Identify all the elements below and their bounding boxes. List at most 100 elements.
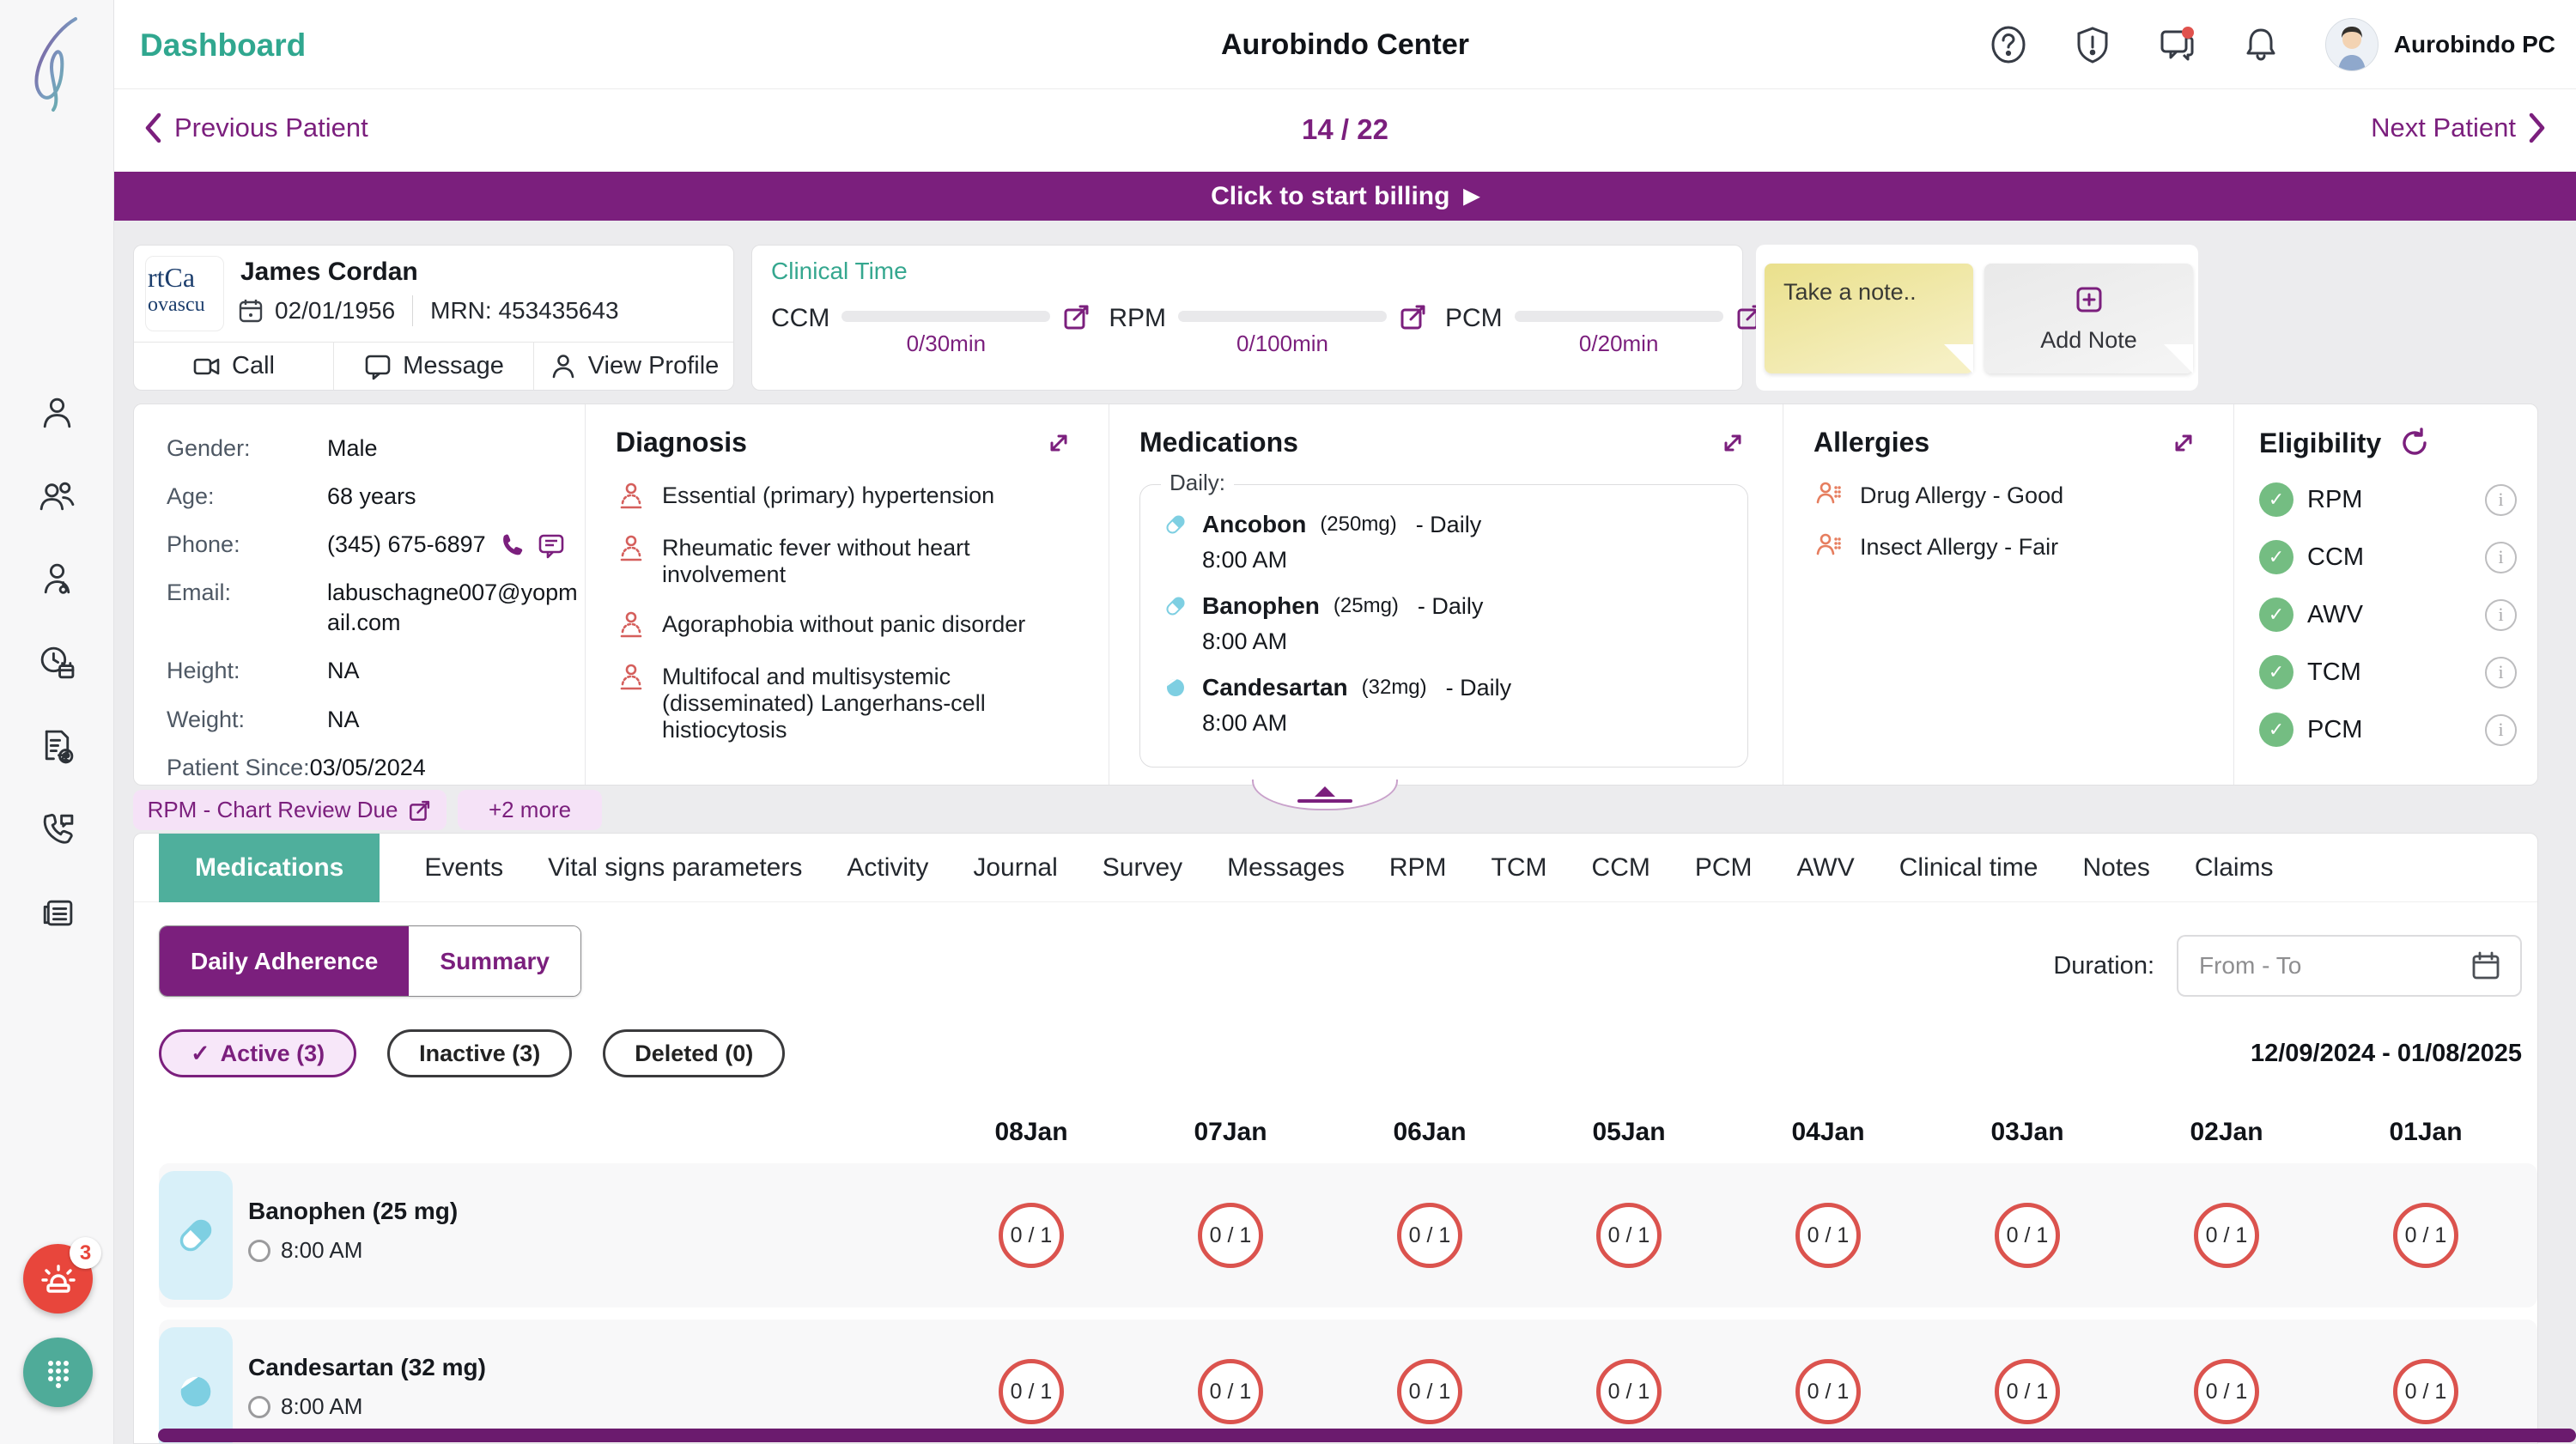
dose-radio[interactable] bbox=[248, 1239, 270, 1262]
next-patient-button[interactable]: Next Patient bbox=[2371, 112, 2547, 143]
tab-medications[interactable]: Medications bbox=[159, 834, 380, 902]
allergy-item: Insect Allergy - Fair bbox=[1814, 532, 2199, 561]
patients-group-icon[interactable] bbox=[37, 476, 77, 517]
time-calendar-icon[interactable] bbox=[37, 643, 77, 683]
take-note-sticky[interactable]: Take a note.. bbox=[1765, 264, 1973, 373]
fax-icon[interactable] bbox=[37, 893, 77, 933]
collapse-summary-button[interactable] bbox=[1252, 780, 1398, 810]
tab-events[interactable]: Events bbox=[424, 852, 504, 882]
calendar-icon[interactable] bbox=[2469, 949, 2503, 983]
daily-adherence-toggle[interactable]: Daily Adherence bbox=[160, 926, 410, 996]
notifications-bell-icon[interactable] bbox=[2241, 25, 2281, 64]
allergy-person-icon bbox=[1816, 482, 1841, 504]
ccm-open-icon[interactable] bbox=[1062, 302, 1091, 331]
adherence-count[interactable]: 0 / 1 bbox=[2194, 1359, 2259, 1424]
tab-vital-signs-parameters[interactable]: Vital signs parameters bbox=[548, 852, 803, 882]
page-title: Dashboard bbox=[140, 27, 307, 63]
patient-icon[interactable] bbox=[37, 393, 77, 434]
adherence-count[interactable]: 0 / 1 bbox=[1795, 1359, 1861, 1424]
adherence-count[interactable]: 0 / 1 bbox=[1198, 1203, 1263, 1268]
info-icon[interactable]: i bbox=[2485, 713, 2517, 746]
tab-activity[interactable]: Activity bbox=[847, 852, 929, 882]
medication-adherence-row: Candesartan (32 mg) 8:00 AM 0 / 1 0 / 1 … bbox=[159, 1320, 2537, 1443]
dose-radio[interactable] bbox=[248, 1395, 270, 1418]
horizontal-scrollbar[interactable] bbox=[158, 1429, 2576, 1442]
info-icon[interactable]: i bbox=[2485, 656, 2517, 689]
alert-shield-icon[interactable] bbox=[2073, 25, 2112, 64]
check-icon: ✓ bbox=[2259, 540, 2293, 574]
tab-pcm[interactable]: PCM bbox=[1694, 852, 1753, 882]
rpm-open-icon[interactable] bbox=[1399, 302, 1428, 331]
messages-icon[interactable] bbox=[2157, 25, 2196, 64]
adherence-count[interactable]: 0 / 1 bbox=[2393, 1359, 2458, 1424]
billing-invoice-icon[interactable] bbox=[37, 726, 77, 767]
info-icon[interactable]: i bbox=[2485, 541, 2517, 573]
tab-rpm[interactable]: RPM bbox=[1388, 852, 1447, 882]
help-icon[interactable] bbox=[1989, 25, 2028, 64]
add-note-button[interactable]: Add Note bbox=[1984, 264, 2193, 373]
medications-expand-icon[interactable] bbox=[1717, 428, 1748, 458]
call-button[interactable]: Call bbox=[134, 343, 333, 390]
adherence-count[interactable]: 0 / 1 bbox=[2393, 1203, 2458, 1268]
height-value: NA bbox=[327, 658, 360, 684]
start-billing-banner[interactable]: Click to start billing ▶ bbox=[114, 172, 2576, 221]
user-menu[interactable]: Aurobindo PC bbox=[2324, 18, 2555, 71]
rpm-chart-review-pill[interactable]: RPM - Chart Review Due bbox=[133, 790, 447, 830]
duration-range-input[interactable] bbox=[2177, 935, 2522, 997]
alerts-fab-button[interactable]: 3 bbox=[23, 1237, 101, 1314]
tab-claims[interactable]: Claims bbox=[2194, 852, 2274, 882]
patient-info-column: Gender: Male Age: 68 years Phone: (345) 67… bbox=[134, 404, 585, 785]
adherence-count[interactable]: 0 / 1 bbox=[1995, 1203, 2060, 1268]
tab-awv[interactable]: AWV bbox=[1796, 852, 1855, 882]
eligibility-title: Eligibility bbox=[2259, 427, 2382, 458]
adherence-count[interactable]: 0 / 1 bbox=[1596, 1359, 1662, 1424]
diagnosis-expand-icon[interactable] bbox=[1043, 428, 1074, 458]
filter-deleted[interactable]: Deleted (0) bbox=[603, 1029, 786, 1077]
info-icon[interactable]: i bbox=[2485, 598, 2517, 631]
more-alerts-pill[interactable]: +2 more bbox=[458, 790, 602, 830]
tab-notes[interactable]: Notes bbox=[2082, 852, 2150, 882]
patient-dob: 02/01/1956 bbox=[275, 297, 396, 324]
adherence-count[interactable]: 0 / 1 bbox=[1995, 1359, 2060, 1424]
adherence-count[interactable]: 0 / 1 bbox=[1397, 1359, 1462, 1424]
phone-call-icon[interactable] bbox=[498, 532, 526, 560]
send-sms-icon[interactable] bbox=[538, 532, 565, 560]
medication-name: Candesartan (32 mg) bbox=[248, 1354, 486, 1380]
adherence-count[interactable]: 0 / 1 bbox=[999, 1359, 1064, 1424]
message-button[interactable]: Message bbox=[333, 343, 533, 390]
info-icon[interactable]: i bbox=[2485, 483, 2517, 516]
adherence-count[interactable]: 0 / 1 bbox=[1596, 1203, 1662, 1268]
tab-clinical-time[interactable]: Clinical time bbox=[1899, 852, 2038, 882]
weight-value: NA bbox=[327, 706, 360, 732]
previous-patient-button[interactable]: Previous Patient bbox=[143, 112, 368, 143]
allergies-expand-icon[interactable] bbox=[2168, 428, 2199, 458]
siren-icon bbox=[40, 1264, 76, 1293]
filter-inactive[interactable]: Inactive (3) bbox=[387, 1029, 573, 1077]
sidebar-nav bbox=[0, 393, 114, 933]
eligibility-refresh-icon[interactable] bbox=[2398, 427, 2431, 459]
call-log-icon[interactable] bbox=[37, 810, 77, 850]
message-icon bbox=[365, 355, 391, 379]
summary-toggle[interactable]: Summary bbox=[409, 926, 581, 996]
tab-messages[interactable]: Messages bbox=[1227, 852, 1345, 882]
adherence-count[interactable]: 0 / 1 bbox=[999, 1203, 1064, 1268]
rpm-progress-track bbox=[1178, 311, 1387, 322]
tab-journal[interactable]: Journal bbox=[973, 852, 1058, 882]
adherence-count[interactable]: 0 / 1 bbox=[1795, 1203, 1861, 1268]
tab-tcm[interactable]: TCM bbox=[1491, 852, 1547, 882]
adherence-count[interactable]: 0 / 1 bbox=[2194, 1203, 2259, 1268]
tab-ccm[interactable]: CCM bbox=[1591, 852, 1650, 882]
adherence-count[interactable]: 0 / 1 bbox=[1198, 1359, 1263, 1424]
clinical-time-card: Clinical Time CCM 0/30min RPM 0/100min P… bbox=[751, 245, 1762, 391]
diagnosis-item: Agoraphobia without panic disorder bbox=[616, 611, 1074, 640]
doctor-icon[interactable] bbox=[37, 560, 77, 600]
diagnosis-item: Rheumatic fever without heart involvemen… bbox=[616, 535, 1074, 588]
dialer-fab-button[interactable] bbox=[23, 1338, 93, 1407]
view-profile-button[interactable]: View Profile bbox=[533, 343, 733, 390]
ccm-timer: CCM 0/30min bbox=[771, 302, 1091, 357]
filter-active[interactable]: ✓ Active (3) bbox=[159, 1029, 357, 1077]
diagnosis-person-icon bbox=[620, 611, 642, 638]
adherence-count[interactable]: 0 / 1 bbox=[1397, 1203, 1462, 1268]
rpm-timer: RPM 0/100min bbox=[1109, 302, 1428, 357]
tab-survey[interactable]: Survey bbox=[1102, 852, 1183, 882]
